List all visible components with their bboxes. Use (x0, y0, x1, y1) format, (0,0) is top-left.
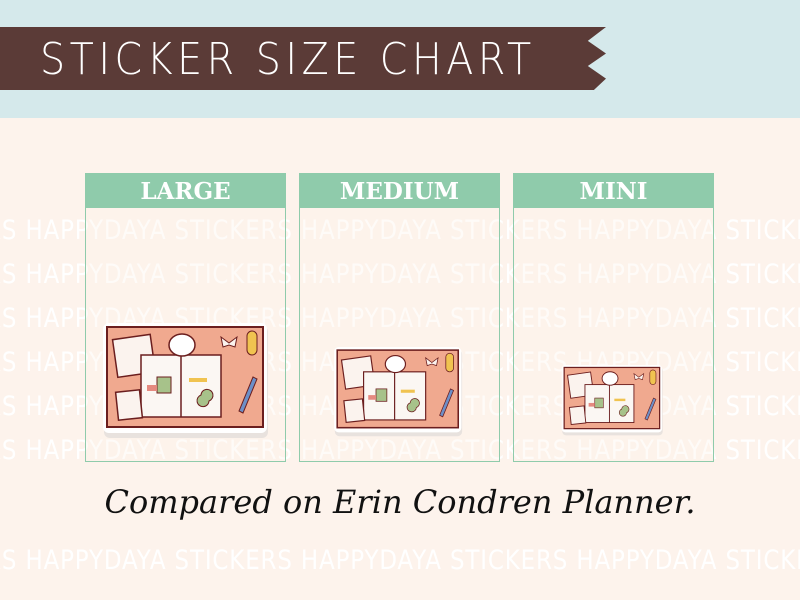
sticker-large (103, 323, 269, 439)
watermark: HAPPYDAYA STICKERS HAPPYDAYA STICKERS HA… (0, 215, 800, 600)
page-title: STICKER SIZE CHART (40, 34, 536, 85)
title-banner (0, 27, 606, 90)
size-label-mini: MINI (514, 174, 713, 208)
caption: Compared on Erin Condren Planner. (104, 483, 696, 521)
size-label-large: LARGE (86, 174, 285, 208)
sticker-mini (561, 365, 664, 436)
watermark-row: HAPPYDAYA STICKERS HAPPYDAYA STICKERS HA… (0, 259, 800, 290)
sticker-medium (334, 347, 463, 437)
watermark-row: HAPPYDAYA STICKERS HAPPYDAYA STICKERS HA… (0, 435, 800, 466)
watermark-row: HAPPYDAYA STICKERS HAPPYDAYA STICKERS HA… (0, 545, 800, 576)
size-label-medium: MEDIUM (300, 174, 499, 208)
watermark-row: HAPPYDAYA STICKERS HAPPYDAYA STICKERS HA… (0, 215, 800, 246)
